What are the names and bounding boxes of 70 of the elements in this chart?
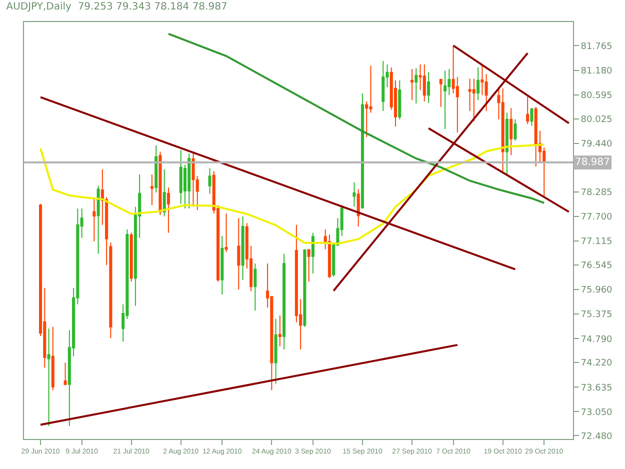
candlestick [303, 248, 306, 328]
chart-title: AUDJPY,Daily 79.253 79.343 78.184 78.987 [6, 1, 228, 12]
candlestick [220, 236, 224, 296]
y-tick-label: 80.595 [580, 91, 612, 102]
y-tick-label: 80.025 [580, 114, 612, 125]
candlestick [150, 174, 154, 206]
candlestick [360, 92, 364, 210]
candlestick [92, 198, 96, 242]
candlestick [514, 118, 517, 141]
candlestick [311, 232, 314, 274]
candlestick [105, 196, 108, 266]
line-series [167, 32, 546, 204]
y-tick-label: 73.635 [580, 383, 612, 394]
candlestick [208, 168, 212, 194]
candlestick [254, 262, 257, 311]
candlestick [501, 88, 504, 172]
ref-line-label: 78.987 [575, 157, 610, 168]
y-tick-label: 74.220 [580, 358, 613, 369]
y-tick-label: 73.050 [580, 408, 613, 418]
line-series [40, 144, 546, 245]
candlestick [427, 72, 430, 104]
y-tick-label: 81.180 [580, 66, 613, 76]
y-tick-label: 76.545 [580, 261, 612, 272]
candlestick [439, 78, 442, 108]
candlestick [64, 362, 67, 386]
candlestick [398, 80, 402, 120]
candlestick [414, 68, 418, 104]
candlestick [328, 234, 331, 279]
candlestick [188, 152, 191, 209]
candlestick [237, 218, 240, 290]
candlestick [356, 188, 360, 228]
candlestick [162, 168, 166, 217]
candlestick [352, 182, 356, 208]
candlestick [534, 106, 538, 167]
y-tick-label: 78.285 [580, 188, 612, 198]
candlestick [166, 186, 170, 234]
candlestick [422, 64, 426, 102]
candlestick [192, 151, 195, 208]
candlestick [472, 78, 476, 122]
candlestick [179, 150, 182, 204]
candlestick [47, 328, 50, 426]
candlestick [96, 185, 100, 254]
y-tick-label: 74.790 [580, 334, 613, 345]
candlestick [278, 315, 282, 347]
candlestick [51, 326, 54, 391]
candlestick [100, 168, 104, 226]
candlestick [224, 212, 228, 253]
candlestick [154, 144, 158, 193]
candlestick [526, 96, 530, 125]
candlestick [382, 60, 385, 112]
candlestick [158, 151, 162, 216]
candlestick [530, 108, 534, 126]
y-tick-label: 75.375 [580, 310, 612, 320]
y-tick-label: 79.440 [580, 140, 613, 150]
candlestick [274, 318, 278, 384]
candlestick [307, 248, 310, 282]
candlestick [130, 232, 133, 282]
candlestick [109, 242, 112, 339]
y-tick-label: 77.115 [580, 237, 612, 248]
candlestick [510, 108, 513, 156]
candlestick [476, 66, 480, 101]
candlestick [444, 70, 447, 130]
candlestick [505, 112, 508, 175]
candlestick [241, 216, 244, 280]
y-tick-label: 77.700 [580, 212, 613, 223]
y-tick-label: 75.960 [580, 286, 613, 296]
y-tick-label: 72.480 [580, 432, 613, 442]
y-tick-label: 81.765 [580, 42, 612, 52]
candlestick [282, 253, 286, 350]
candlestick [410, 68, 414, 101]
